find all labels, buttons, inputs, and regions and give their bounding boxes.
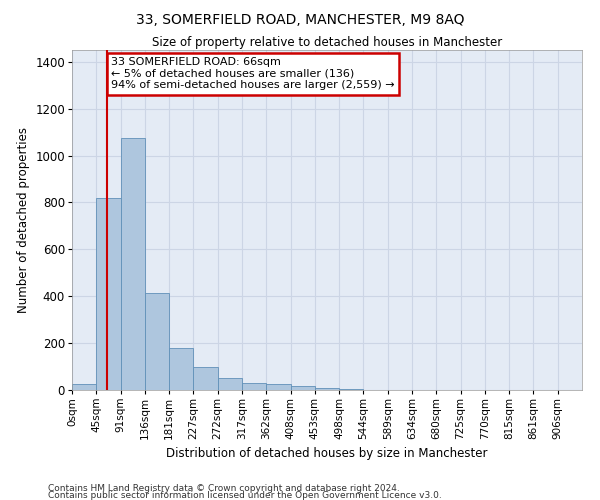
Bar: [193, 366, 218, 390]
Bar: [121, 138, 145, 390]
Text: Contains public sector information licensed under the Open Government Licence v3: Contains public sector information licen…: [48, 491, 442, 500]
Bar: [266, 384, 290, 390]
Title: Size of property relative to detached houses in Manchester: Size of property relative to detached ho…: [152, 36, 502, 49]
Bar: [169, 348, 193, 390]
Bar: [96, 198, 121, 390]
Bar: [145, 292, 169, 390]
Y-axis label: Number of detached properties: Number of detached properties: [17, 127, 30, 313]
Bar: [315, 388, 339, 390]
Text: 33 SOMERFIELD ROAD: 66sqm
← 5% of detached houses are smaller (136)
94% of semi-: 33 SOMERFIELD ROAD: 66sqm ← 5% of detach…: [111, 57, 395, 90]
Bar: [72, 384, 96, 390]
Bar: [290, 386, 315, 390]
Bar: [242, 383, 266, 390]
Bar: [339, 389, 364, 390]
Bar: [218, 378, 242, 390]
Text: Contains HM Land Registry data © Crown copyright and database right 2024.: Contains HM Land Registry data © Crown c…: [48, 484, 400, 493]
X-axis label: Distribution of detached houses by size in Manchester: Distribution of detached houses by size …: [166, 448, 488, 460]
Text: 33, SOMERFIELD ROAD, MANCHESTER, M9 8AQ: 33, SOMERFIELD ROAD, MANCHESTER, M9 8AQ: [136, 12, 464, 26]
